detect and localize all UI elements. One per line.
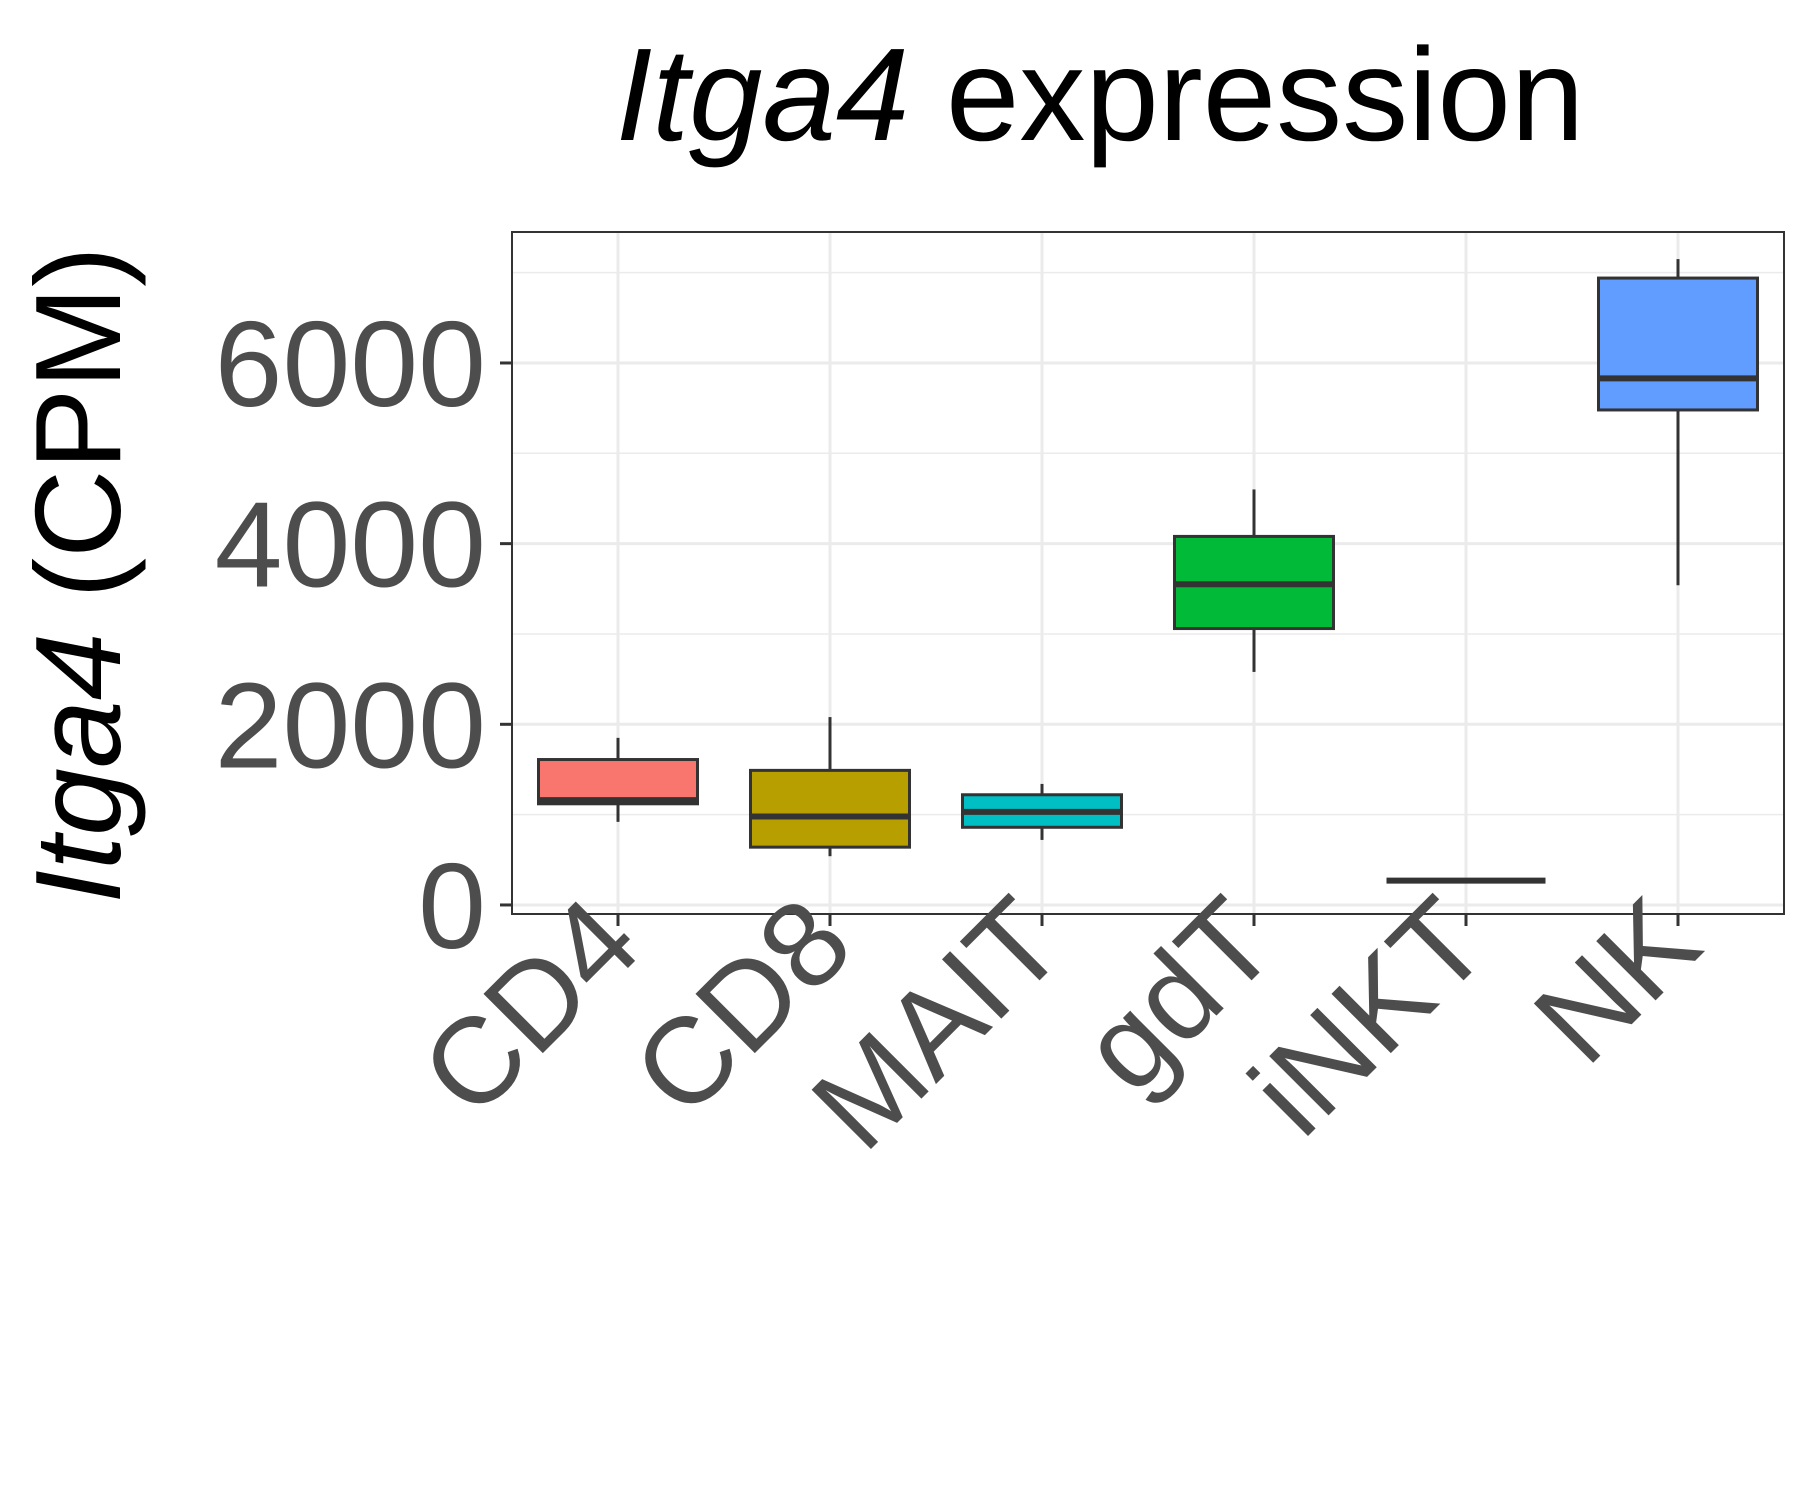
chart-title-suffix: expression (909, 21, 1584, 168)
y-tick-label: 2000 (215, 657, 486, 793)
y-axis-label-suffix: (CPM) (10, 246, 146, 632)
box-gdT (1173, 489, 1335, 672)
y-tick-label: 6000 (215, 296, 486, 432)
box-body (537, 758, 699, 806)
y-tick-label: 0 (418, 838, 486, 974)
y-axis-label: Itga4 (CPM) (10, 246, 146, 904)
box-MAIT (961, 783, 1123, 840)
box-body (749, 768, 911, 849)
box-CD4 (537, 737, 699, 822)
box-CD8 (749, 717, 911, 857)
plot-panel (512, 232, 1784, 914)
chart-title-gene: Itga4 (616, 21, 910, 168)
y-axis-label-gene: Itga4 (10, 632, 146, 903)
chart-title: Itga4 expression (616, 21, 1585, 168)
y-tick-label: 4000 (215, 477, 486, 613)
box-layer (537, 259, 1759, 884)
plot-panel-border (511, 231, 1785, 915)
x-tick-label: iNKT (1225, 872, 1513, 1160)
box-body (1597, 276, 1759, 412)
box-NK (1597, 259, 1759, 586)
